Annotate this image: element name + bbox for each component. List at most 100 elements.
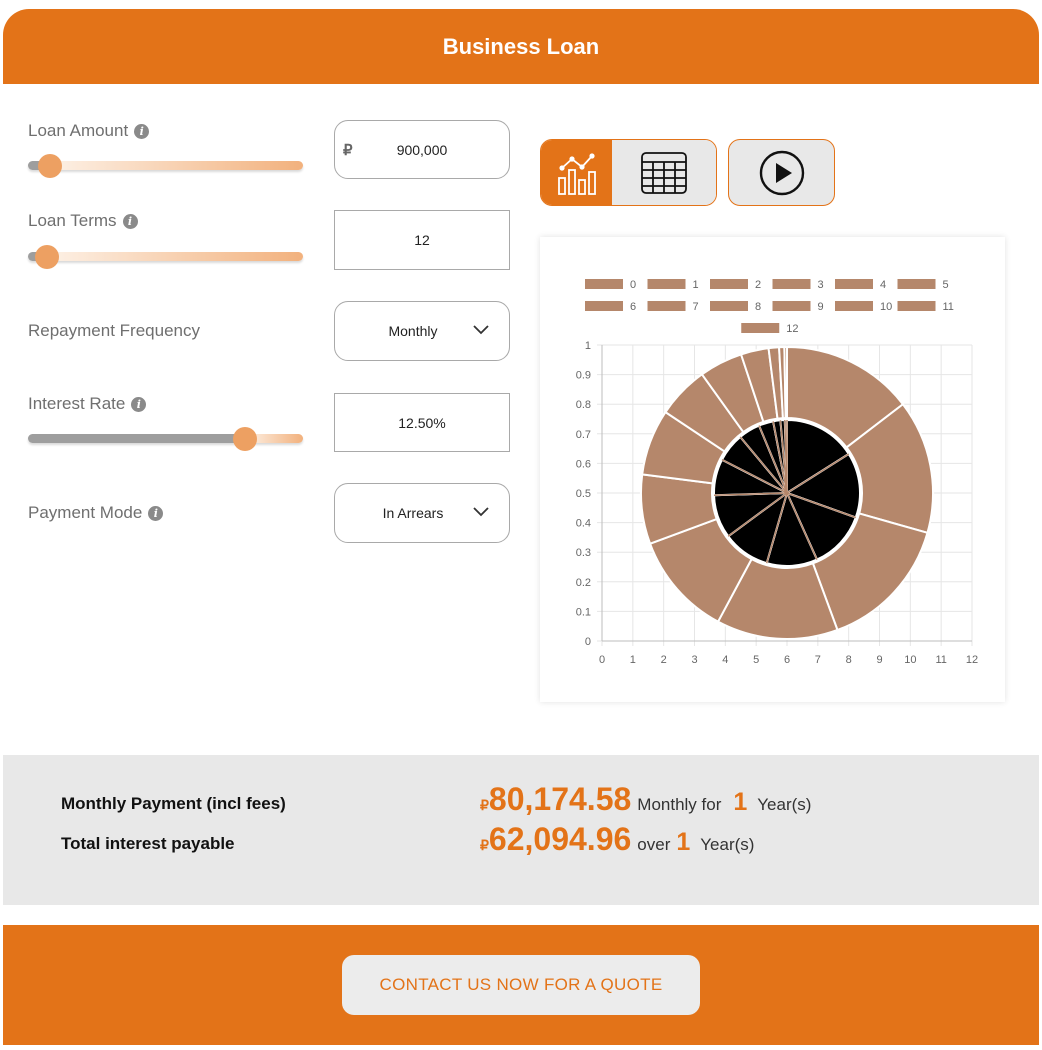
slider-handle[interactable] [233, 427, 258, 451]
loan-amount-label: Loan Amount i [28, 121, 150, 141]
x-tick-label: 5 [753, 654, 759, 666]
pie-slice-divider [786, 492, 818, 560]
y-tick-label: 0.6 [576, 458, 591, 470]
loan-amount-slider[interactable] [28, 154, 303, 178]
pie-slice-divider [765, 492, 788, 564]
legend-label: 6 [630, 301, 636, 313]
legend-swatch [585, 279, 623, 289]
legend-swatch [710, 279, 748, 289]
repayment-frequency-label: Repayment Frequency [28, 321, 200, 340]
y-tick-label: 1 [585, 340, 591, 352]
legend-label: 5 [943, 279, 949, 291]
loan-terms-label: Loan Terms i [28, 211, 138, 231]
pie-slice-divider [758, 425, 788, 494]
y-tick-label: 0.4 [576, 518, 591, 530]
slider-handle[interactable] [38, 154, 62, 178]
y-tick-label: 0.7 [576, 429, 591, 441]
x-tick-label: 12 [966, 654, 978, 666]
legend-swatch [710, 301, 748, 311]
chevron-down-icon [473, 507, 489, 517]
page-header: Business Loan [3, 9, 1039, 84]
legend-label: 11 [943, 301, 954, 313]
chart-icon [557, 152, 596, 195]
info-icon[interactable]: i [131, 396, 147, 412]
loan-terms-input[interactable]: 12 [334, 210, 510, 270]
payment-mode-label: Payment Mode i [28, 503, 164, 523]
years-unit: Year(s) [757, 795, 812, 814]
pie-slice-divider [786, 453, 850, 494]
y-tick-label: 0.2 [576, 577, 591, 589]
y-tick-label: 0.8 [576, 399, 591, 411]
x-tick-label: 4 [722, 654, 728, 666]
pie-slice-inner [786, 418, 851, 495]
legend-swatch [772, 301, 811, 311]
pie-slice-divider [786, 492, 857, 519]
footer: CONTACT US NOW FOR A QUOTE [3, 925, 1039, 1045]
info-icon[interactable]: i [148, 505, 164, 521]
legend-swatch [647, 279, 686, 289]
pie-slice-divider [739, 436, 788, 494]
pie-slice-divider [772, 421, 788, 494]
over-text: over [637, 835, 671, 854]
loan-terms-slider[interactable] [28, 245, 303, 269]
contact-quote-button[interactable]: CONTACT US NOW FOR A QUOTE [342, 955, 700, 1015]
interest-rate-input[interactable]: 12.50% [334, 393, 510, 452]
x-tick-label: 3 [691, 654, 697, 666]
x-tick-label: 2 [661, 654, 667, 666]
x-tick-label: 9 [876, 654, 882, 666]
info-icon[interactable]: i [134, 123, 150, 139]
legend-label: 3 [818, 279, 824, 291]
legend-label: 8 [755, 301, 761, 313]
years-unit: Year(s) [700, 835, 755, 854]
info-icon[interactable]: i [122, 213, 138, 229]
currency-symbol: ₽ [480, 797, 489, 813]
play-icon [759, 150, 804, 195]
chart-view-button[interactable] [541, 140, 612, 205]
legend-label: 9 [818, 301, 824, 313]
years-count: 1 [676, 828, 691, 856]
monthly-payment-amount: 80,174.58 [488, 781, 632, 817]
payment-mode-select[interactable]: In Arrears [334, 483, 510, 543]
interest-rate-label: Interest Rate i [28, 394, 147, 414]
pie-slice-outer [783, 345, 788, 420]
slider-handle[interactable] [35, 245, 60, 269]
interest-rate-slider[interactable] [28, 427, 303, 451]
summary-panel: Monthly Payment (incl fees) ₽ 80,174.58 … [3, 755, 1039, 905]
legend-label: 2 [755, 279, 761, 291]
chevron-down-icon [473, 325, 489, 335]
legend-swatch [835, 279, 873, 289]
monthly-payment-value: ₽ 80,174.58 Monthly for 1 Year(s) [480, 781, 811, 818]
page-title: Business Loan [442, 33, 600, 59]
play-button[interactable] [728, 139, 835, 206]
legend-label: 4 [880, 279, 886, 291]
total-interest-value: ₽ 62,094.96 over 1 Year(s) [480, 821, 754, 858]
pie-slice-divider [784, 420, 788, 494]
legend-swatch [741, 323, 780, 333]
legend-label: 12 [786, 323, 798, 335]
currency-symbol: ₽ [343, 141, 353, 159]
x-tick-label: 7 [815, 654, 821, 666]
legend-swatch [647, 301, 686, 311]
y-tick-label: 0.5 [576, 488, 591, 500]
pie-slice-divider [714, 492, 788, 496]
legend-swatch [897, 279, 936, 289]
currency-symbol: ₽ [480, 837, 489, 853]
repayment-frequency-select[interactable]: Monthly [334, 301, 510, 361]
chart-card: 0 1 2 3 4 5 6 7 8 9 10 11 12 0 0.1 0.2 0.3 0.4 0.5 0.6 0.7 0.… [540, 237, 1005, 702]
legend-swatch [897, 301, 936, 311]
x-tick-label: 8 [846, 654, 852, 666]
legend-swatch [585, 301, 623, 311]
legend-label: 7 [693, 301, 699, 313]
legend-swatch [835, 301, 873, 311]
x-tick-label: 1 [630, 654, 636, 666]
x-tick-label: 0 [599, 654, 605, 666]
pie-slice-inner [784, 452, 861, 519]
view-toggle [540, 139, 717, 206]
table-view-button[interactable] [612, 140, 716, 205]
pie-slice-inner [785, 491, 858, 561]
y-tick-label: 0.9 [576, 370, 591, 382]
years-count: 1 [733, 788, 748, 816]
table-icon [641, 151, 687, 194]
loan-chart: 0 1 2 3 4 5 6 7 8 9 10 11 1200.10.20.30.40.50.60.70.… [576, 279, 978, 666]
loan-amount-input[interactable]: ₽ 900,000 [334, 120, 510, 179]
